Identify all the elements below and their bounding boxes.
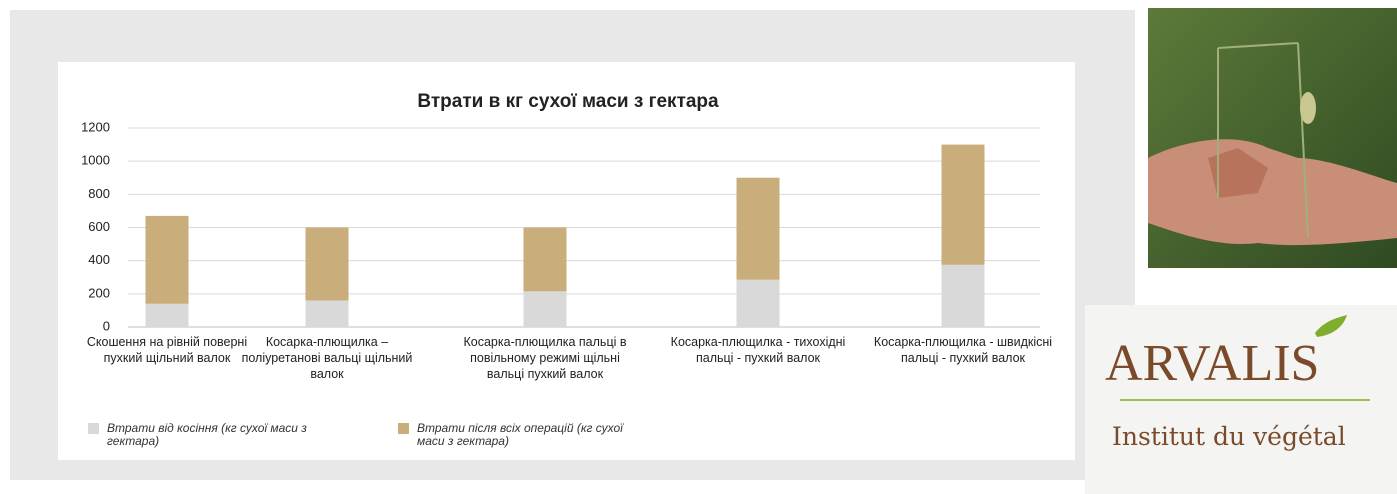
legend-swatch [88,423,99,434]
legend-label: Втрати від косіння (кг сухої маси з гект… [107,422,342,448]
legend-label: Втрати після всіх операцій (кг сухої мас… [417,422,652,448]
bar-segment [737,178,780,280]
chart-svg: Втрати в кг сухої маси з гектара 0 200 400… [58,62,1075,460]
x-tick-label: Косарка-плющилка пальці в повільному реж… [455,334,635,382]
legend-swatch [398,423,409,434]
chart-title: Втрати в кг сухої маси з гектара [417,91,719,112]
x-tick-label: Косарка-плющилка - швидкісні пальці - пу… [873,334,1053,366]
bar-segment [524,291,567,327]
x-tick-label: Скошення на рівній поверні пухкий щільни… [77,334,257,366]
bar-segment [942,265,985,327]
bar-segment [942,145,985,265]
x-tick-label: Косарка-плющилка – поліуретанові вальці … [237,334,417,382]
bar-segment [524,228,567,292]
y-tick-label: 400 [88,252,110,267]
bar-segment [146,304,189,327]
chart: Втрати в кг сухої маси з гектара 0 200 400… [58,62,1075,460]
bar-segment [737,280,780,327]
photo [1148,8,1397,268]
y-tick-label: 800 [88,186,110,201]
logo-name: ARVALIS [1105,335,1319,392]
y-tick-label: 600 [88,219,110,234]
y-tick-label: 1200 [81,119,110,134]
logo-svg: ARVALIS Institut du végétal [1085,305,1397,494]
bar-segment [146,216,189,304]
logo-tagline: Institut du végétal [1112,422,1346,451]
bar-segment [306,300,349,327]
x-tick-label: Косарка-плющилка - тихохідні пальці - пу… [668,334,848,366]
bar-segment [306,228,349,301]
y-tick-label: 1000 [81,153,110,168]
y-tick-label: 200 [88,285,110,300]
y-tick-label: 0 [103,318,110,333]
page: Втрати в кг сухої маси з гектара 0 200 400… [0,0,1397,494]
logo: ARVALIS Institut du végétal [1085,305,1397,494]
